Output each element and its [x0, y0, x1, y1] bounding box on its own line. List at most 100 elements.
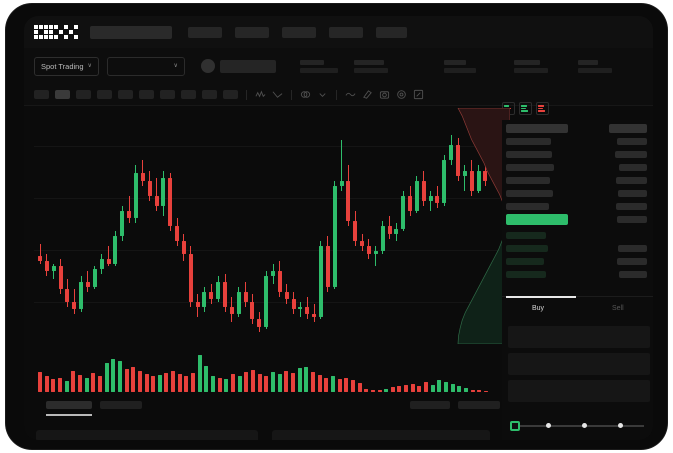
bottom-panels	[36, 430, 502, 440]
spot-trading-dropdown[interactable]: Spot Trading ∨	[34, 56, 99, 76]
volume-bar	[430, 385, 435, 392]
volume-bar	[397, 386, 402, 392]
volume-bar	[257, 374, 262, 392]
bottom-tab-open-orders[interactable]	[46, 401, 92, 409]
settings-icon[interactable]	[396, 89, 407, 100]
bottom-panel-left[interactable]	[36, 430, 258, 440]
volume-bar	[337, 378, 342, 392]
okx-logo-icon[interactable]	[34, 25, 78, 39]
bottom-tab-bar	[34, 399, 500, 419]
trading-pair-dropdown[interactable]: ∨	[106, 56, 185, 76]
slider-stop-50[interactable]	[582, 423, 587, 429]
orderbook-bid-row[interactable]	[506, 271, 546, 278]
volume-bar	[470, 389, 475, 392]
search-input[interactable]	[90, 25, 172, 39]
volume-bar	[304, 366, 309, 392]
volume-bar	[217, 377, 222, 392]
order-book[interactable]	[502, 120, 653, 288]
nav-item-3[interactable]	[282, 26, 316, 38]
camera-icon[interactable]	[379, 89, 390, 100]
amount-field[interactable]	[508, 380, 650, 402]
fullscreen-icon[interactable]	[413, 89, 424, 100]
volume-bar	[117, 360, 122, 392]
orderbook-ask-row[interactable]	[506, 138, 551, 145]
eraser-icon[interactable]	[362, 89, 373, 100]
bottom-panel-right[interactable]	[272, 430, 490, 440]
timeframe-btn-2[interactable]	[55, 90, 70, 99]
price-field[interactable]	[508, 353, 650, 375]
orderbook-ask-total	[615, 151, 647, 158]
volume-bar	[197, 355, 202, 392]
volume-bar	[191, 373, 196, 392]
bottom-tab-order-history[interactable]	[100, 401, 142, 409]
orderbook-ask-row[interactable]	[506, 151, 552, 158]
trend-line-icon[interactable]	[272, 89, 283, 100]
nav-item-1[interactable]	[188, 26, 222, 38]
compare-icon[interactable]	[300, 89, 311, 100]
buy-sell-tabs: Buy Sell	[502, 296, 653, 320]
orderbook-ask-total	[618, 190, 647, 197]
indicator-wave-icon[interactable]	[255, 89, 266, 100]
volume-bar	[184, 375, 189, 392]
volume-bar	[57, 377, 62, 392]
market-pair-label	[219, 59, 276, 73]
orderbook-ask-row[interactable]	[506, 190, 553, 197]
volume-bar	[151, 375, 156, 392]
price-chart[interactable]	[34, 108, 510, 344]
orderbook-ask-row[interactable]	[506, 203, 549, 210]
line-chart-icon[interactable]	[345, 89, 356, 100]
chart-toolbar	[24, 84, 653, 106]
tab-sell[interactable]: Sell	[612, 305, 624, 312]
amount-slider[interactable]	[510, 420, 648, 432]
timeframe-btn-7[interactable]	[160, 90, 175, 99]
volume-bar	[237, 375, 242, 392]
volume-bar	[44, 375, 49, 392]
volume-bar	[484, 390, 489, 392]
orderbook-ask-row[interactable]	[506, 177, 550, 184]
chevron-down-icon: ∨	[173, 63, 178, 69]
volume-bar	[437, 379, 442, 392]
nav-item-4[interactable]	[329, 26, 363, 38]
bottom-tab-action-1[interactable]	[410, 401, 450, 409]
volume-bar	[124, 369, 129, 392]
timeframe-btn-5[interactable]	[118, 90, 133, 99]
timeframe-btn-10[interactable]	[223, 90, 238, 99]
volume-bar	[131, 367, 136, 392]
volume-bar	[364, 389, 369, 392]
nav-item-2[interactable]	[235, 26, 269, 38]
timeframe-btn-8[interactable]	[181, 90, 196, 99]
volume-bar	[71, 371, 76, 392]
orderbook-ask-row[interactable]	[506, 164, 554, 171]
spot-trading-label: Spot Trading	[41, 61, 84, 71]
slider-track	[514, 425, 644, 427]
order-type-field[interactable]	[508, 326, 650, 348]
orderbook-ask-row[interactable]	[506, 124, 568, 133]
timeframe-btn-6[interactable]	[139, 90, 154, 99]
timeframe-btn-1[interactable]	[34, 90, 49, 99]
volume-bar	[350, 379, 355, 392]
volume-bar	[164, 373, 169, 392]
volume-bar	[171, 371, 176, 392]
volume-bar	[344, 377, 349, 392]
slider-stop-75[interactable]	[618, 423, 623, 429]
active-tab-indicator	[46, 414, 92, 416]
timeframe-btn-9[interactable]	[202, 90, 217, 99]
orderbook-bids-icon[interactable]	[519, 102, 532, 115]
orderbook-bid-row[interactable]	[506, 245, 548, 252]
orderbook-asks-icon[interactable]	[536, 102, 549, 115]
volume-bar	[477, 390, 482, 392]
toolbar-divider	[246, 89, 247, 100]
orderbook-bid-row[interactable]	[506, 232, 546, 239]
volume-bar	[384, 388, 389, 392]
slider-handle[interactable]	[510, 421, 520, 431]
timeframe-btn-3[interactable]	[76, 90, 91, 99]
volume-bar	[157, 375, 162, 392]
tab-buy[interactable]: Buy	[532, 305, 545, 312]
volume-bar	[284, 371, 289, 392]
orderbook-bid-row[interactable]	[506, 258, 544, 265]
bottom-tab-action-2[interactable]	[458, 401, 500, 409]
slider-stop-25[interactable]	[546, 423, 551, 429]
chevron-down-icon[interactable]	[317, 89, 328, 100]
timeframe-btn-4[interactable]	[97, 90, 112, 99]
nav-item-5[interactable]	[376, 26, 407, 38]
